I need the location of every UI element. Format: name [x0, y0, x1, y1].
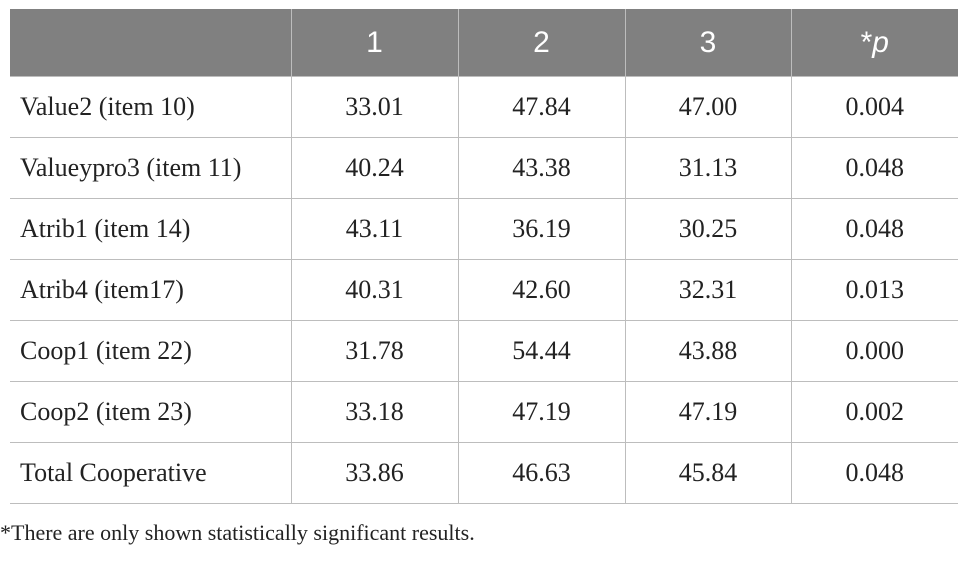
cell-value: 47.19 — [457, 381, 626, 443]
row-label: Atrib1 (item 14) — [10, 198, 292, 260]
cell-value: 47.00 — [624, 76, 792, 138]
cell-value: 40.31 — [290, 259, 459, 321]
cell-value: 0.000 — [790, 320, 958, 382]
row-label: Coop1 (item 22) — [10, 320, 292, 382]
row-label: Value2 (item 10) — [10, 76, 292, 138]
row-label: Atrib4 (item17) — [10, 259, 292, 321]
row-label: Coop2 (item 23) — [10, 381, 292, 443]
table-row: Coop2 (item 23) 33.18 47.19 47.19 0.002 — [10, 381, 958, 443]
cell-value: 36.19 — [457, 198, 626, 260]
cell-value: 0.048 — [790, 198, 958, 260]
table-row: Valueypro3 (item 11) 40.24 43.38 31.13 0.048 — [10, 137, 958, 199]
table-body: Value2 (item 10) 33.01 47.84 47.00 0.004 Valu… — [10, 76, 958, 504]
cell-value: 33.18 — [290, 381, 459, 443]
cell-value: 33.01 — [290, 76, 459, 138]
cell-value: 31.78 — [290, 320, 459, 382]
table-row: Value2 (item 10) 33.01 47.84 47.00 0.004 — [10, 76, 958, 138]
cell-value: 54.44 — [457, 320, 626, 382]
table-row: Total Cooperative 33.86 46.63 45.84 0.048 — [10, 442, 958, 504]
cell-value: 45.84 — [624, 442, 792, 504]
cell-value: 0.004 — [790, 76, 958, 138]
header-cell: *p — [790, 9, 958, 77]
row-label: Total Cooperative — [10, 442, 292, 504]
cell-value: 43.11 — [290, 198, 459, 260]
cell-value: 0.013 — [790, 259, 958, 321]
table-row: Atrib1 (item 14) 43.11 36.19 30.25 0.048 — [10, 198, 958, 260]
row-label: Valueypro3 (item 11) — [10, 137, 292, 199]
cell-value: 40.24 — [290, 137, 459, 199]
cell-value: 47.84 — [457, 76, 626, 138]
header-mark: * — [860, 25, 873, 59]
footnote: *There are only shown statistically sign… — [0, 520, 475, 545]
header-blank — [10, 9, 291, 77]
cell-value: 0.048 — [790, 442, 958, 504]
cell-value: 42.60 — [457, 259, 626, 321]
header-cell: 2 — [457, 9, 625, 77]
header-row: 1 2 3 *p — [10, 9, 958, 77]
table-row: Coop1 (item 22) 31.78 54.44 43.88 0.000 — [10, 320, 958, 382]
header-cell: 3 — [624, 9, 791, 77]
cell-value: 46.63 — [457, 442, 626, 504]
cell-value: 43.38 — [457, 137, 626, 199]
cell-value: 0.002 — [790, 381, 958, 443]
results-table: 1 2 3 *p Value2 (item 10) 33.01 47.84 47.00 0.0… — [10, 9, 958, 504]
header-cell: 1 — [290, 9, 458, 77]
cell-value: 43.88 — [624, 320, 792, 382]
cell-value: 0.048 — [790, 137, 958, 199]
cell-value: 31.13 — [624, 137, 792, 199]
cell-value: 47.19 — [624, 381, 792, 443]
table-row: Atrib4 (item17) 40.31 42.60 32.31 0.013 — [10, 259, 958, 321]
cell-value: 33.86 — [290, 442, 459, 504]
cell-value: 32.31 — [624, 259, 792, 321]
cell-value: 30.25 — [624, 198, 792, 260]
header-symbol: p — [872, 25, 889, 59]
